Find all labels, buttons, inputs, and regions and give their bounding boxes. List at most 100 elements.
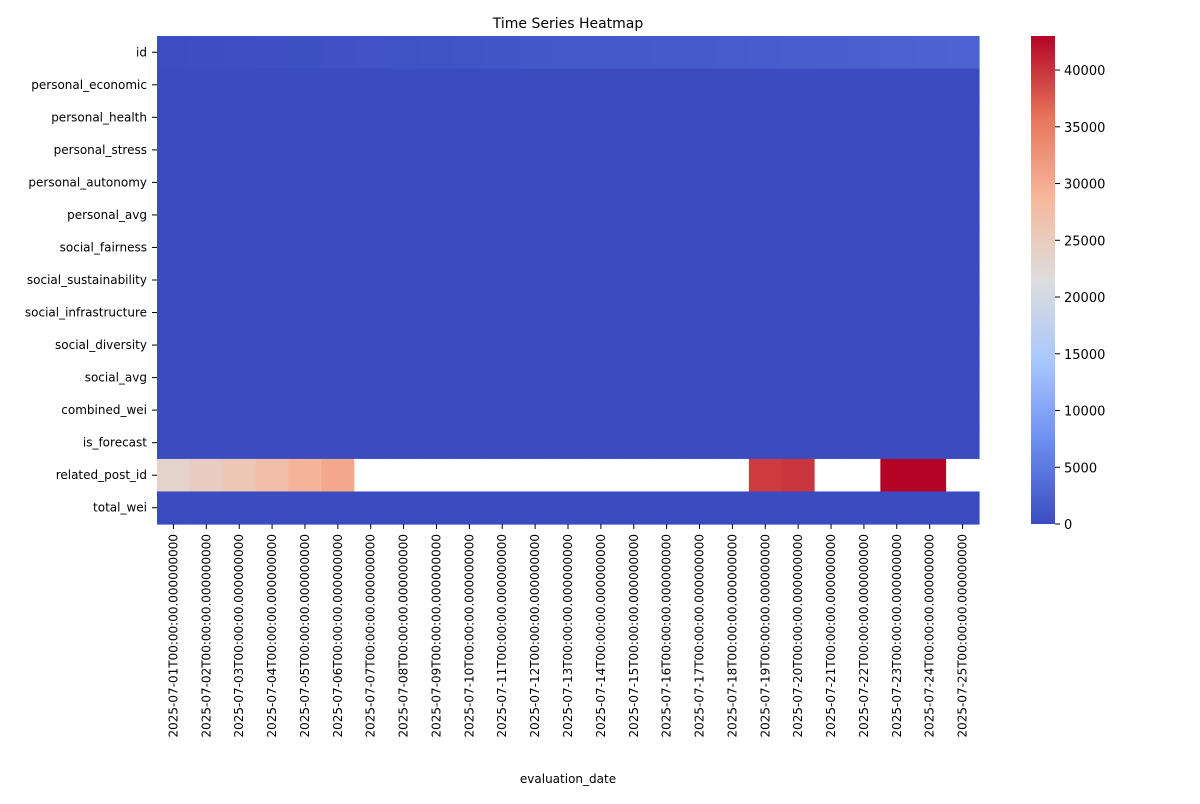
heatmap-cell xyxy=(584,491,618,525)
heatmap-cell xyxy=(946,361,980,395)
heatmap-cell xyxy=(584,231,618,265)
heatmap-cell xyxy=(387,198,421,232)
heatmap-cell xyxy=(420,328,454,362)
heatmap-cell xyxy=(288,36,322,70)
heatmap-cell xyxy=(650,133,684,167)
heatmap-cell xyxy=(420,36,454,70)
heatmap-cell xyxy=(880,231,914,265)
heatmap-cell xyxy=(387,166,421,200)
heatmap-cell xyxy=(847,393,881,427)
heatmap-cell xyxy=(354,328,388,362)
heatmap-cell xyxy=(420,458,454,493)
heatmap-cell xyxy=(452,198,487,232)
heatmap-cell xyxy=(157,458,191,493)
heatmap-cell xyxy=(715,68,750,102)
colorbar-tick-label: 5000 xyxy=(1064,461,1097,476)
heatmap-cell xyxy=(650,491,684,525)
heatmap-cell xyxy=(847,166,881,200)
heatmap-cell xyxy=(452,393,487,427)
heatmap-cell xyxy=(222,296,257,330)
heatmap-cell xyxy=(880,296,914,330)
heatmap-cell xyxy=(683,263,717,297)
heatmap-cell xyxy=(683,491,717,525)
heatmap-cell xyxy=(485,361,520,395)
heatmap-cell xyxy=(288,458,322,493)
heatmap-cell xyxy=(321,198,355,232)
heatmap-cell xyxy=(617,36,651,70)
heatmap-cell xyxy=(551,361,586,395)
column-label: 2025-07-06T00:00:00.000000000 xyxy=(331,534,345,738)
heatmap-cell xyxy=(584,296,618,330)
heatmap-cell xyxy=(321,458,355,493)
heatmap-cell xyxy=(518,231,553,265)
heatmap-cell xyxy=(485,491,520,525)
heatmap-cell xyxy=(255,393,290,427)
heatmap-cell xyxy=(683,231,717,265)
heatmap-cell xyxy=(617,101,651,135)
column-label: 2025-07-12T00:00:00.000000000 xyxy=(528,534,542,738)
column-label: 2025-07-21T00:00:00.000000000 xyxy=(824,534,838,738)
heatmap-cell xyxy=(551,36,586,70)
heatmap-cell xyxy=(748,361,783,395)
heatmap-cell xyxy=(485,263,520,297)
column-labels: 2025-07-01T00:00:00.000000000 2025-07-02T… xyxy=(166,524,970,738)
heatmap-cell xyxy=(781,68,816,102)
heatmap-cell xyxy=(255,263,290,297)
heatmap-cell xyxy=(781,198,816,232)
heatmap-cell xyxy=(485,328,520,362)
row-label: social_infrastructure xyxy=(25,306,147,320)
heatmap-cell xyxy=(683,426,717,460)
heatmap-cell xyxy=(288,491,322,525)
heatmap-cell xyxy=(485,36,520,70)
heatmap-cell xyxy=(518,426,553,460)
heatmap-cell xyxy=(255,231,290,265)
column-label: 2025-07-03T00:00:00.000000000 xyxy=(232,534,246,738)
heatmap-cell xyxy=(748,231,783,265)
heatmap-cell xyxy=(485,166,520,200)
heatmap-cell xyxy=(222,393,257,427)
colorbar-tick-label: 20000 xyxy=(1064,291,1105,306)
column-label: 2025-07-10T00:00:00.000000000 xyxy=(462,534,476,738)
heatmap-cell xyxy=(683,361,717,395)
heatmap-cell xyxy=(584,68,618,102)
heatmap-cell xyxy=(518,198,553,232)
heatmap-cell xyxy=(321,393,355,427)
colorbar-tick-label: 25000 xyxy=(1064,234,1105,249)
heatmap-cell xyxy=(847,68,881,102)
heatmap-cell xyxy=(321,361,355,395)
heatmap-cell xyxy=(222,263,257,297)
heatmap-cell xyxy=(650,361,684,395)
heatmap-cell xyxy=(913,263,947,297)
heatmap-cell xyxy=(781,328,816,362)
heatmap-cell xyxy=(683,328,717,362)
heatmap-cell xyxy=(847,133,881,167)
row-label: personal_stress xyxy=(54,143,147,157)
heatmap-cell xyxy=(584,133,618,167)
heatmap-cell xyxy=(420,393,454,427)
heatmap-cell xyxy=(288,68,322,102)
heatmap-cell xyxy=(683,133,717,167)
heatmap-cell xyxy=(420,101,454,135)
heatmap-cell xyxy=(485,198,520,232)
heatmap-cell xyxy=(946,458,980,493)
heatmap-cell xyxy=(222,198,257,232)
heatmap-cell xyxy=(321,101,355,135)
heatmap-cell xyxy=(387,426,421,460)
heatmap-cell xyxy=(913,393,947,427)
heatmap-cell xyxy=(946,36,980,70)
heatmap-cell xyxy=(189,166,224,200)
colorbar-tick-label: 0 xyxy=(1064,518,1072,533)
heatmap-cell xyxy=(650,393,684,427)
column-label: 2025-07-05T00:00:00.000000000 xyxy=(298,534,312,738)
heatmap-cell xyxy=(157,198,191,232)
colorbar-gradient xyxy=(1031,36,1055,524)
heatmap-cell xyxy=(288,166,322,200)
heatmap-cell xyxy=(814,36,849,70)
heatmap-cell xyxy=(288,101,322,135)
heatmap-cell xyxy=(551,68,586,102)
heatmap-cell xyxy=(617,328,651,362)
heatmap-cell xyxy=(715,393,750,427)
heatmap-cell xyxy=(189,198,224,232)
row-labels: id personal_economic personal_healthperson… xyxy=(25,45,157,515)
heatmap-cell xyxy=(913,198,947,232)
